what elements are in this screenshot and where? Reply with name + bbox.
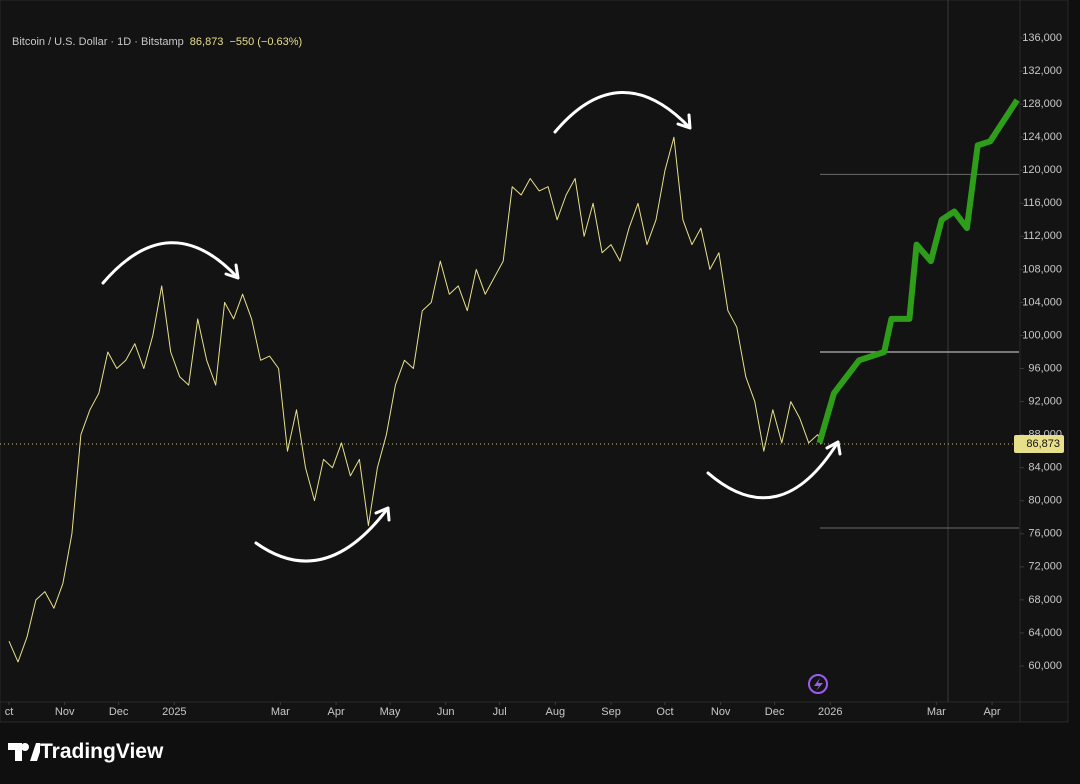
- header: Bitcoin / U.S. Dollar · 1D · Bitstamp 86,…: [12, 36, 302, 48]
- chart-panel: [0, 0, 1069, 723]
- y-tick-label: 92,000: [1028, 395, 1062, 407]
- y-tick-label: 84,000: [1028, 462, 1062, 474]
- x-tick-label: Jun: [437, 706, 455, 718]
- y-tick-label: 64,000: [1028, 627, 1062, 639]
- x-tick-label: Oct: [656, 706, 673, 718]
- y-tick-label: 136,000: [1022, 32, 1062, 44]
- x-tick-label: Mar: [927, 706, 946, 718]
- x-tick-label: Dec: [109, 706, 129, 718]
- x-tick-label: Mar: [271, 706, 290, 718]
- x-tick-label: Aug: [546, 706, 566, 718]
- x-tick-label: ct: [5, 706, 14, 718]
- arrow: [101, 241, 240, 285]
- spark-icon: [808, 674, 828, 694]
- symbol-title: Bitcoin / U.S. Dollar · 1D · Bitstamp: [12, 36, 184, 48]
- logo: TradingView: [8, 740, 163, 764]
- y-tick-label: 100,000: [1022, 329, 1062, 341]
- price-line: [8, 136, 822, 663]
- y-tick-label: 72,000: [1028, 561, 1062, 573]
- last-price-box: [1014, 434, 1064, 453]
- arrow: [553, 91, 692, 134]
- y-tick-label: 124,000: [1022, 131, 1062, 143]
- x-tick-label: Jul: [493, 706, 507, 718]
- change: −550 (−0.63%): [229, 36, 303, 48]
- y-tick-label: 80,000: [1028, 495, 1062, 507]
- y-tick-label: 68,000: [1028, 594, 1062, 606]
- last-price-label: 86,873: [1026, 438, 1060, 450]
- icon: [808, 674, 828, 694]
- x-tick-label: 2025: [162, 706, 186, 718]
- logo-shape: [8, 743, 40, 761]
- x-tick-label: Apr: [328, 706, 345, 718]
- arrow: [254, 506, 391, 563]
- price-line: [816, 98, 1020, 444]
- x-tick-label: Nov: [55, 706, 75, 718]
- x-tick-label: Apr: [983, 706, 1000, 718]
- y-tick-label: 128,000: [1022, 98, 1062, 110]
- x-tick-label: Sep: [601, 706, 621, 718]
- x-tick-label: Dec: [765, 706, 785, 718]
- plot: [0, 98, 1020, 663]
- arrow: [706, 440, 842, 500]
- y-tick-label: 132,000: [1022, 65, 1062, 77]
- x-tick-label: May: [380, 706, 401, 718]
- icon: [814, 678, 823, 691]
- y-tick-label: 112,000: [1023, 230, 1062, 242]
- y-tick-label: 108,000: [1022, 263, 1062, 275]
- logo-icon: [8, 743, 40, 761]
- y-tick-label: 120,000: [1022, 164, 1062, 176]
- x-tick-label: 2026: [818, 706, 842, 718]
- y-tick-label: 116,000: [1023, 197, 1062, 209]
- y-tick-label: 96,000: [1028, 362, 1062, 374]
- x-tick-label: Nov: [711, 706, 731, 718]
- y-tick-label: 76,000: [1028, 528, 1062, 540]
- y-tick-label: 104,000: [1022, 296, 1062, 308]
- price: 86,873: [189, 36, 224, 48]
- y-tick-label: 60,000: [1028, 660, 1062, 672]
- brand: TradingView: [40, 740, 164, 763]
- annotations: [101, 91, 842, 563]
